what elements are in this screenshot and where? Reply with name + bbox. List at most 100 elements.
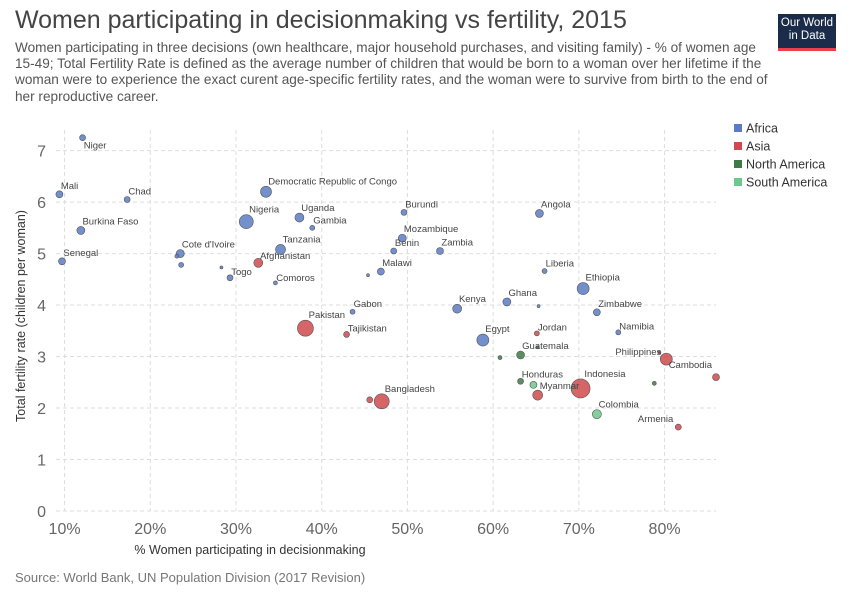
data-point[interactable] (516, 350, 525, 360)
data-point[interactable] (536, 304, 541, 308)
data-point[interactable] (576, 282, 590, 295)
x-tick-label: 40% (306, 521, 338, 538)
data-point[interactable] (534, 330, 540, 337)
point-label: Niger (84, 141, 107, 152)
data-point[interactable] (397, 233, 407, 243)
data-point[interactable] (178, 262, 184, 268)
y-axis-ticks: 0 1 2 3 4 5 6 7 (37, 144, 46, 521)
data-point[interactable] (297, 319, 314, 337)
logo-line-2: in Data (788, 30, 826, 42)
data-point[interactable] (593, 308, 601, 317)
data-point[interactable] (452, 303, 462, 314)
data-point[interactable] (541, 268, 548, 274)
data-point[interactable] (79, 134, 86, 142)
data-point[interactable] (174, 253, 180, 259)
data-point[interactable] (476, 333, 490, 347)
data-point[interactable] (55, 190, 64, 199)
point-label: Cote d'Ivoire (182, 240, 235, 251)
data-point[interactable] (517, 377, 524, 385)
data-point[interactable] (535, 345, 540, 350)
data-point[interactable] (657, 350, 662, 355)
y-tick-label: 1 (37, 453, 46, 470)
point-label: Senegal (63, 248, 98, 259)
point-label: Indonesia (584, 369, 626, 380)
legend-swatch (734, 142, 742, 150)
point-label: Gabon (354, 299, 383, 310)
y-axis-title: Total fertility rate (children per woman… (14, 210, 28, 422)
data-point[interactable] (366, 396, 374, 404)
point-label: Egypt (485, 324, 510, 335)
source-note: Source: World Bank, UN Population Divisi… (15, 570, 366, 585)
point-label: Angola (541, 199, 571, 210)
legend-label[interactable]: Africa (746, 122, 778, 136)
point-label: Kenya (459, 294, 487, 305)
y-tick-label: 6 (37, 195, 46, 212)
logo-line-1: Our World (780, 17, 834, 29)
data-point[interactable] (390, 247, 398, 255)
point-label: Mozambique (404, 224, 458, 235)
data-point[interactable] (58, 257, 66, 266)
point-label: Ghana (508, 288, 537, 299)
data-point[interactable] (219, 265, 224, 270)
data-point[interactable] (253, 258, 264, 268)
data-point[interactable] (659, 352, 673, 366)
data-point[interactable] (260, 185, 272, 198)
point-label: Guatemala (522, 341, 569, 352)
y-tick-label: 7 (37, 144, 46, 161)
point-label: Malawi (382, 258, 412, 269)
x-axis-ticks: 10% 20% 30% 40% 50% 60% 70% 80% (49, 521, 681, 538)
data-point[interactable] (570, 378, 591, 399)
owid-logo[interactable]: Our World in Data (778, 14, 836, 51)
chart-subtitle: Women participating in three decisions (… (15, 40, 768, 104)
legend-swatch (734, 124, 742, 132)
legend-label[interactable]: North America (746, 158, 825, 172)
point-label: Benin (395, 238, 419, 249)
data-point[interactable] (373, 393, 390, 410)
data-point[interactable] (674, 423, 682, 431)
x-tick-label: 50% (391, 521, 423, 538)
data-point[interactable] (377, 267, 385, 276)
data-point[interactable] (76, 226, 86, 235)
point-label: Zimbabwe (598, 299, 642, 310)
point-label: Uganda (301, 203, 335, 214)
data-point[interactable] (497, 355, 503, 360)
data-point[interactable] (502, 297, 512, 307)
y-tick-label: 5 (37, 247, 46, 264)
chart-title: Women participating in decisionmaking vs… (15, 6, 627, 34)
data-point[interactable] (532, 389, 544, 401)
y-tick-label: 2 (37, 401, 46, 418)
data-point[interactable] (535, 209, 544, 218)
data-point[interactable] (651, 381, 657, 386)
point-label: Namibia (619, 321, 655, 332)
point-label: Ethiopia (586, 273, 621, 284)
data-point[interactable] (294, 212, 305, 223)
data-point[interactable] (275, 244, 286, 255)
x-tick-label: 20% (134, 521, 166, 538)
data-point[interactable] (712, 373, 720, 381)
legend-label[interactable]: South America (746, 176, 827, 190)
point-label: Jordan (538, 322, 567, 333)
data-point[interactable] (615, 329, 622, 336)
data-point[interactable] (592, 409, 602, 420)
data-point[interactable] (343, 331, 350, 338)
data-point[interactable] (349, 308, 356, 315)
data-point[interactable] (529, 381, 538, 389)
y-tick-label: 4 (37, 298, 46, 315)
data-point[interactable] (226, 274, 234, 282)
point-label: Myanmar (540, 381, 580, 392)
data-point[interactable] (123, 196, 131, 203)
data-point[interactable] (436, 247, 444, 255)
data-point[interactable] (366, 273, 370, 277)
y-tick-label: 0 (37, 504, 46, 521)
x-tick-label: 60% (477, 521, 509, 538)
point-label: Zambia (441, 237, 473, 248)
point-label: Gambia (313, 215, 347, 226)
legend: Africa Asia North America South America (734, 122, 827, 190)
data-point[interactable] (400, 209, 408, 216)
data-point[interactable] (273, 280, 278, 286)
data-point[interactable] (238, 214, 254, 229)
point-label: Pakistan (309, 310, 345, 321)
legend-swatch (734, 160, 742, 168)
data-point[interactable] (309, 225, 316, 231)
legend-label[interactable]: Asia (746, 140, 770, 154)
